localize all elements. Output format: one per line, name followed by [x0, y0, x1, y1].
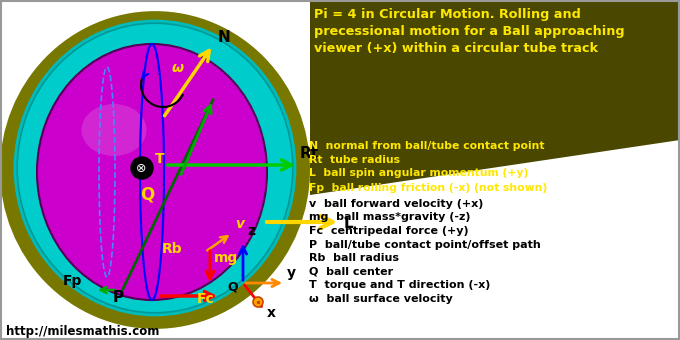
Text: ⊗: ⊗ [135, 163, 146, 175]
Text: L: L [344, 216, 354, 231]
Ellipse shape [0, 11, 310, 329]
Text: Q: Q [227, 281, 237, 294]
Text: Q: Q [140, 186, 154, 204]
Text: Fp  ball rolling friction (-x) (not shown): Fp ball rolling friction (-x) (not shown… [309, 183, 547, 193]
Text: y: y [287, 266, 296, 280]
Text: P: P [113, 290, 124, 305]
Text: v  ball forward velocity (+x): v ball forward velocity (+x) [309, 199, 483, 209]
Text: Fc: Fc [197, 292, 215, 306]
Text: x: x [267, 306, 276, 320]
Text: L  ball spin angular momentum (+y): L ball spin angular momentum (+y) [309, 168, 529, 178]
Text: Pi = 4 in Circular Motion. Rolling and
precessional motion for a Ball approachin: Pi = 4 in Circular Motion. Rolling and p… [314, 8, 625, 55]
Text: P  ball/tube contact point/offset path: P ball/tube contact point/offset path [309, 240, 541, 250]
Text: mg  ball mass*gravity (-z): mg ball mass*gravity (-z) [309, 212, 471, 222]
Text: http://milesmathis.com: http://milesmathis.com [6, 325, 159, 338]
Text: mg: mg [214, 251, 238, 265]
Circle shape [131, 157, 153, 179]
Circle shape [253, 297, 263, 307]
Polygon shape [310, 0, 680, 195]
Text: Rb  ball radius: Rb ball radius [309, 253, 399, 263]
Text: Q  ball center: Q ball center [309, 267, 394, 277]
Text: ω: ω [172, 61, 184, 75]
Text: N: N [218, 30, 231, 45]
Text: T  torque and T direction (-x): T torque and T direction (-x) [309, 280, 491, 290]
Text: Rb: Rb [162, 242, 183, 256]
Text: T: T [155, 152, 165, 166]
Text: Rt  tube radius: Rt tube radius [309, 155, 401, 165]
Text: Rt: Rt [300, 146, 319, 161]
Text: N  normal from ball/tube contact point: N normal from ball/tube contact point [309, 141, 545, 151]
Ellipse shape [17, 23, 293, 313]
Text: z: z [247, 224, 255, 238]
Text: Fp: Fp [63, 274, 82, 288]
Text: Fc  centripedal force (+y): Fc centripedal force (+y) [309, 226, 469, 236]
Text: v: v [235, 217, 244, 231]
Ellipse shape [82, 104, 146, 156]
Text: ω  ball surface velocity: ω ball surface velocity [309, 294, 453, 304]
Ellipse shape [37, 44, 267, 300]
